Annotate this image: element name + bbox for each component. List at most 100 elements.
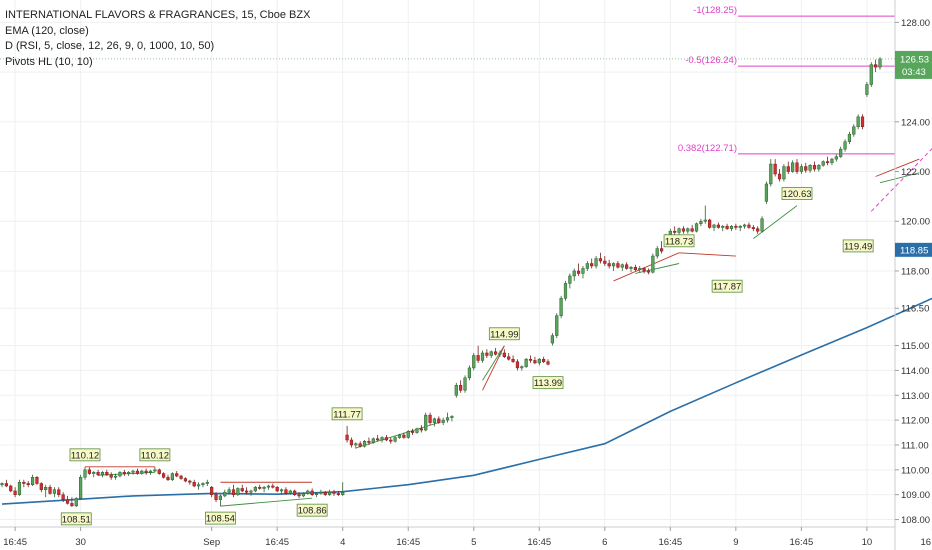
candle-165[interactable] xyxy=(721,224,725,232)
candle-148[interactable] xyxy=(646,268,651,275)
candle-38[interactable] xyxy=(166,474,170,482)
candle-113[interactable] xyxy=(493,348,498,356)
legend-ema[interactable]: EMA (120, close) xyxy=(5,24,89,37)
candle-154[interactable] xyxy=(673,226,677,235)
candle-131[interactable] xyxy=(572,268,576,281)
candle-97[interactable] xyxy=(424,412,428,432)
candle-100[interactable] xyxy=(437,416,441,424)
candle-197[interactable] xyxy=(860,114,865,130)
candle-158[interactable] xyxy=(690,224,694,233)
candle-14[interactable] xyxy=(61,492,65,503)
candle-10[interactable] xyxy=(44,484,48,498)
candle-160[interactable] xyxy=(699,218,703,227)
candle-27[interactable] xyxy=(118,471,122,478)
candle-138[interactable] xyxy=(603,256,607,266)
candle-36[interactable] xyxy=(157,468,161,475)
candle-103[interactable] xyxy=(450,415,454,422)
candle-183[interactable] xyxy=(799,164,803,175)
candle-54[interactable] xyxy=(236,487,240,496)
candle-96[interactable] xyxy=(419,425,423,433)
candle-134[interactable] xyxy=(585,261,589,271)
candle-179[interactable] xyxy=(782,164,786,182)
candle-128[interactable] xyxy=(559,295,563,319)
candle-116[interactable] xyxy=(507,352,511,361)
candle-34[interactable] xyxy=(148,469,153,475)
candle-9[interactable] xyxy=(39,482,43,493)
candles-layer[interactable] xyxy=(0,57,882,508)
candle-144[interactable] xyxy=(629,265,633,273)
candle-184[interactable] xyxy=(804,162,808,173)
candle-141[interactable] xyxy=(616,261,620,269)
candle-99[interactable] xyxy=(432,417,437,427)
candle-37[interactable] xyxy=(162,472,166,479)
candle-139[interactable] xyxy=(607,259,611,269)
candle-185[interactable] xyxy=(808,164,812,173)
candle-31[interactable] xyxy=(135,468,140,475)
candle-94[interactable] xyxy=(411,428,415,436)
candle-24[interactable] xyxy=(105,469,109,477)
candle-187[interactable] xyxy=(817,164,821,172)
candle-84[interactable] xyxy=(367,437,371,445)
candle-43[interactable] xyxy=(188,479,192,485)
candle-166[interactable] xyxy=(725,223,729,230)
candle-3[interactable] xyxy=(13,487,17,498)
candle-77[interactable] xyxy=(336,490,340,496)
candle-83[interactable] xyxy=(362,439,367,448)
candle-192[interactable] xyxy=(839,146,843,158)
candle-106[interactable] xyxy=(463,375,467,393)
candle-178[interactable] xyxy=(777,169,782,182)
candle-4[interactable] xyxy=(17,479,22,496)
candle-146[interactable] xyxy=(638,265,642,273)
candle-161[interactable] xyxy=(703,205,707,224)
candle-91[interactable] xyxy=(397,433,402,439)
candle-89[interactable] xyxy=(389,437,393,444)
candle-22[interactable] xyxy=(96,469,100,477)
candle-114[interactable] xyxy=(498,350,502,357)
candle-195[interactable] xyxy=(852,124,856,137)
candle-18[interactable] xyxy=(79,474,83,500)
candle-119[interactable] xyxy=(520,365,524,371)
candle-39[interactable] xyxy=(170,472,174,482)
candle-136[interactable] xyxy=(594,256,598,269)
candle-28[interactable] xyxy=(122,469,126,477)
candle-191[interactable] xyxy=(834,154,838,162)
candle-147[interactable] xyxy=(642,267,646,274)
candle-125[interactable] xyxy=(546,359,550,366)
candle-7[interactable] xyxy=(30,474,35,486)
candle-69[interactable] xyxy=(301,492,306,498)
legend-pivots[interactable]: Pivots HL (10, 10) xyxy=(5,55,93,68)
candle-5[interactable] xyxy=(22,479,26,488)
time-axis[interactable]: 16:45 30 Sep 16:45 4 16:45 5 16:45 6 16:45 9 16:45 1… xyxy=(0,526,932,548)
candle-156[interactable] xyxy=(681,226,686,234)
candle-196[interactable] xyxy=(856,114,860,130)
legend-title[interactable]: INTERNATIONAL FLAVORS & FRAGRANCES, 15, … xyxy=(5,9,311,21)
candle-120[interactable] xyxy=(524,357,528,368)
candle-172[interactable] xyxy=(751,224,755,232)
candle-129[interactable] xyxy=(563,280,568,301)
candle-42[interactable] xyxy=(183,477,188,483)
candle-87[interactable] xyxy=(380,436,384,443)
candle-115[interactable] xyxy=(502,349,506,358)
candle-169[interactable] xyxy=(738,224,742,232)
candle-45[interactable] xyxy=(196,482,201,490)
candle-151[interactable] xyxy=(659,241,664,254)
candle-13[interactable] xyxy=(57,487,61,498)
legend-d-indicator[interactable]: D (RSI, 5, close, 12, 26, 9, 0, 1000, 10… xyxy=(5,40,215,52)
candle-72[interactable] xyxy=(314,492,319,498)
candle-121[interactable] xyxy=(528,355,533,363)
candle-173[interactable] xyxy=(756,226,760,234)
candle-60[interactable] xyxy=(262,485,266,493)
candle-135[interactable] xyxy=(590,258,594,269)
candle-193[interactable] xyxy=(843,139,847,152)
candle-44[interactable] xyxy=(192,479,196,488)
candle-78[interactable] xyxy=(341,482,345,496)
candle-143[interactable] xyxy=(625,262,629,270)
price-axis[interactable]: 108.00 109.00 110.00 111.00 112.00 113.00 114.… xyxy=(894,0,930,550)
candle-11[interactable] xyxy=(48,484,52,495)
candle-49[interactable] xyxy=(214,492,218,503)
candle-63[interactable] xyxy=(275,485,279,493)
candle-182[interactable] xyxy=(795,159,799,175)
candle-123[interactable] xyxy=(537,357,541,366)
candle-109[interactable] xyxy=(476,345,480,363)
candle-1[interactable] xyxy=(4,479,8,488)
